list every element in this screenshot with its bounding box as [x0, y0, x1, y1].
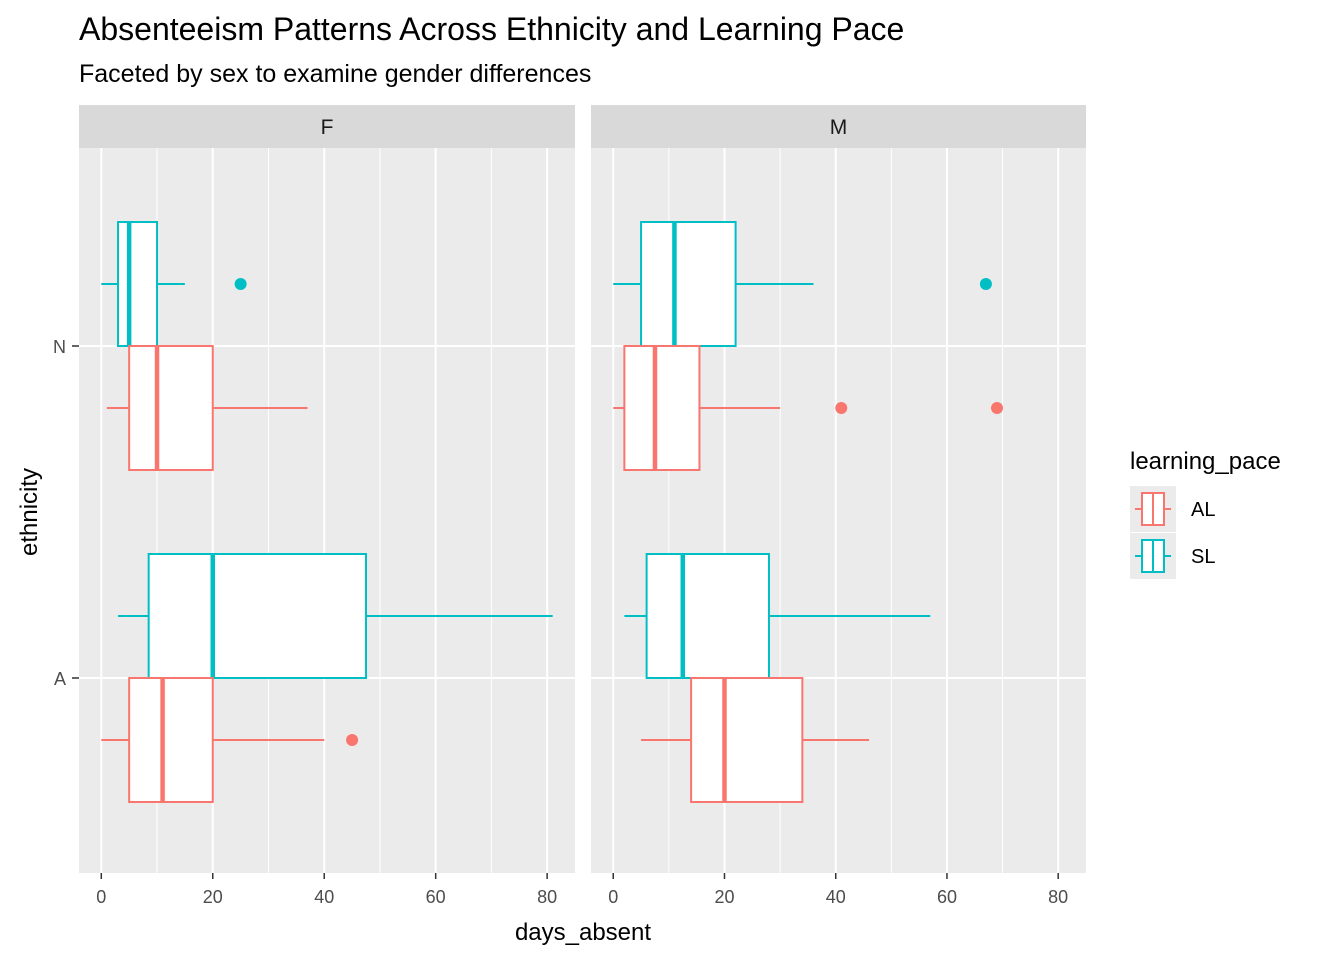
- chart-subtitle: Faceted by sex to examine gender differe…: [79, 60, 591, 88]
- outlier-point: [346, 734, 359, 746]
- x-tick-label: 0: [96, 887, 106, 907]
- x-tick-label: 80: [1048, 887, 1068, 907]
- box-iqr: [128, 677, 214, 803]
- facet-label: F: [321, 116, 334, 139]
- box-f-n-sl: [101, 221, 247, 347]
- facet-strip: [591, 105, 1086, 148]
- x-axis-title: days_absent: [515, 919, 651, 946]
- box-m-a-al: [641, 677, 870, 803]
- x-tick-label: 20: [203, 887, 223, 907]
- box-iqr: [623, 345, 701, 471]
- outlier-point: [835, 402, 848, 414]
- legend-label: SL: [1191, 546, 1215, 568]
- y-axis: NA: [53, 337, 79, 689]
- legend-title: learning_pace: [1130, 448, 1281, 475]
- box-f-n-al: [106, 345, 308, 471]
- x-tick-label: 80: [537, 887, 557, 907]
- box-f-a-sl: [118, 553, 553, 679]
- y-tick-label: A: [54, 669, 66, 689]
- facet-f: F 0 20 40 60 80: [79, 105, 575, 907]
- x-tick-label: 60: [426, 887, 446, 907]
- outlier-point: [991, 402, 1004, 414]
- box-m-n-sl: [613, 221, 992, 347]
- box-m-a-sl: [624, 553, 931, 679]
- facet-strip: [79, 105, 575, 148]
- box-iqr: [117, 221, 159, 347]
- box-m-n-al: [613, 345, 1004, 471]
- chart-title: Absenteeism Patterns Across Ethnicity an…: [79, 11, 904, 47]
- x-tick-label: 40: [826, 887, 846, 907]
- legend-label: AL: [1191, 499, 1215, 521]
- box-iqr: [147, 553, 368, 679]
- y-tick-label: N: [53, 337, 66, 357]
- legend: learning_pace AL SL: [1130, 448, 1281, 579]
- x-tick-label: 40: [314, 887, 334, 907]
- legend-key-sl: SL: [1130, 533, 1215, 579]
- box-iqr: [128, 345, 214, 471]
- box-iqr: [645, 553, 770, 679]
- facet-m: M 0 20 40 60 80: [591, 105, 1086, 907]
- x-tick-label: 0: [608, 887, 618, 907]
- x-tick-label: 60: [937, 887, 957, 907]
- box-iqr: [690, 677, 804, 803]
- y-axis-title: ethnicity: [16, 468, 43, 556]
- box-f-a-al: [101, 677, 359, 803]
- x-tick-label: 20: [714, 887, 734, 907]
- box-iqr: [640, 221, 737, 347]
- legend-key-al: AL: [1130, 486, 1215, 532]
- facet-label: M: [830, 116, 848, 139]
- outlier-point: [979, 278, 992, 290]
- outlier-point: [234, 278, 247, 290]
- facet-panels: F 0 20 40 60 80 M 0 20 40 60 80: [79, 105, 1086, 907]
